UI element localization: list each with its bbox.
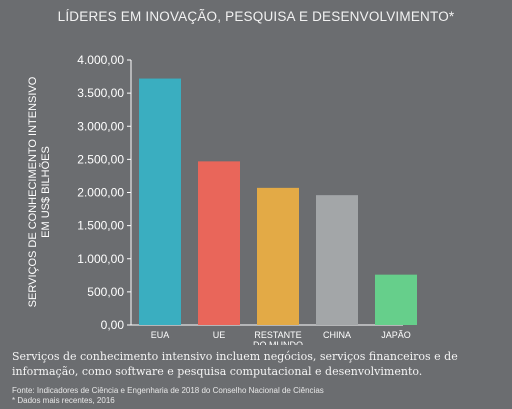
y-tick-label: 1.500,00 [77,219,124,233]
bar-4 [375,274,417,325]
bar-3 [316,195,358,325]
category-label: UE [213,330,226,340]
footnote-line: * Dados mais recentes, 2016 [12,396,115,405]
y-tick-label: 500,00 [87,285,124,299]
y-tick-label: 2.000,00 [77,186,124,200]
y-tick-label: 0,00 [101,318,125,332]
chart-title: LÍDERES EM INOVAÇÃO, PESQUISA E DESENVOL… [57,9,455,24]
bar-chart: 0,00 500,00 1.000,00 1.500,00 2.000,00 2.500,… [27,53,417,345]
source-line: Fonte: Indicadores de Ciência e Engenhar… [12,386,324,395]
y-tick-label: 3.000,00 [77,119,124,133]
category-label: RESTANTE DO MUNDO [253,330,303,345]
y-tick-label: 4.000,00 [77,53,124,67]
category-label: JAPÃO [381,330,411,340]
category-label: CHINA [323,330,351,340]
bar-2 [257,187,299,325]
y-tick-label: 2.500,00 [77,152,124,166]
bar-1 [198,161,240,325]
y-axis-title: SERVIÇOS DE CONHECIMENTO INTENSIVOEM US$… [27,76,52,307]
y-tick-label: 3.500,00 [77,86,124,100]
bar-0 [139,78,181,325]
category-label: EUA [151,330,170,340]
chart-description: Serviços de conhecimento intensivo inclu… [12,350,458,378]
source-note: Fonte: Indicadores de Ciência e Engenhar… [12,386,507,406]
y-tick-label: 1.000,00 [77,252,124,266]
